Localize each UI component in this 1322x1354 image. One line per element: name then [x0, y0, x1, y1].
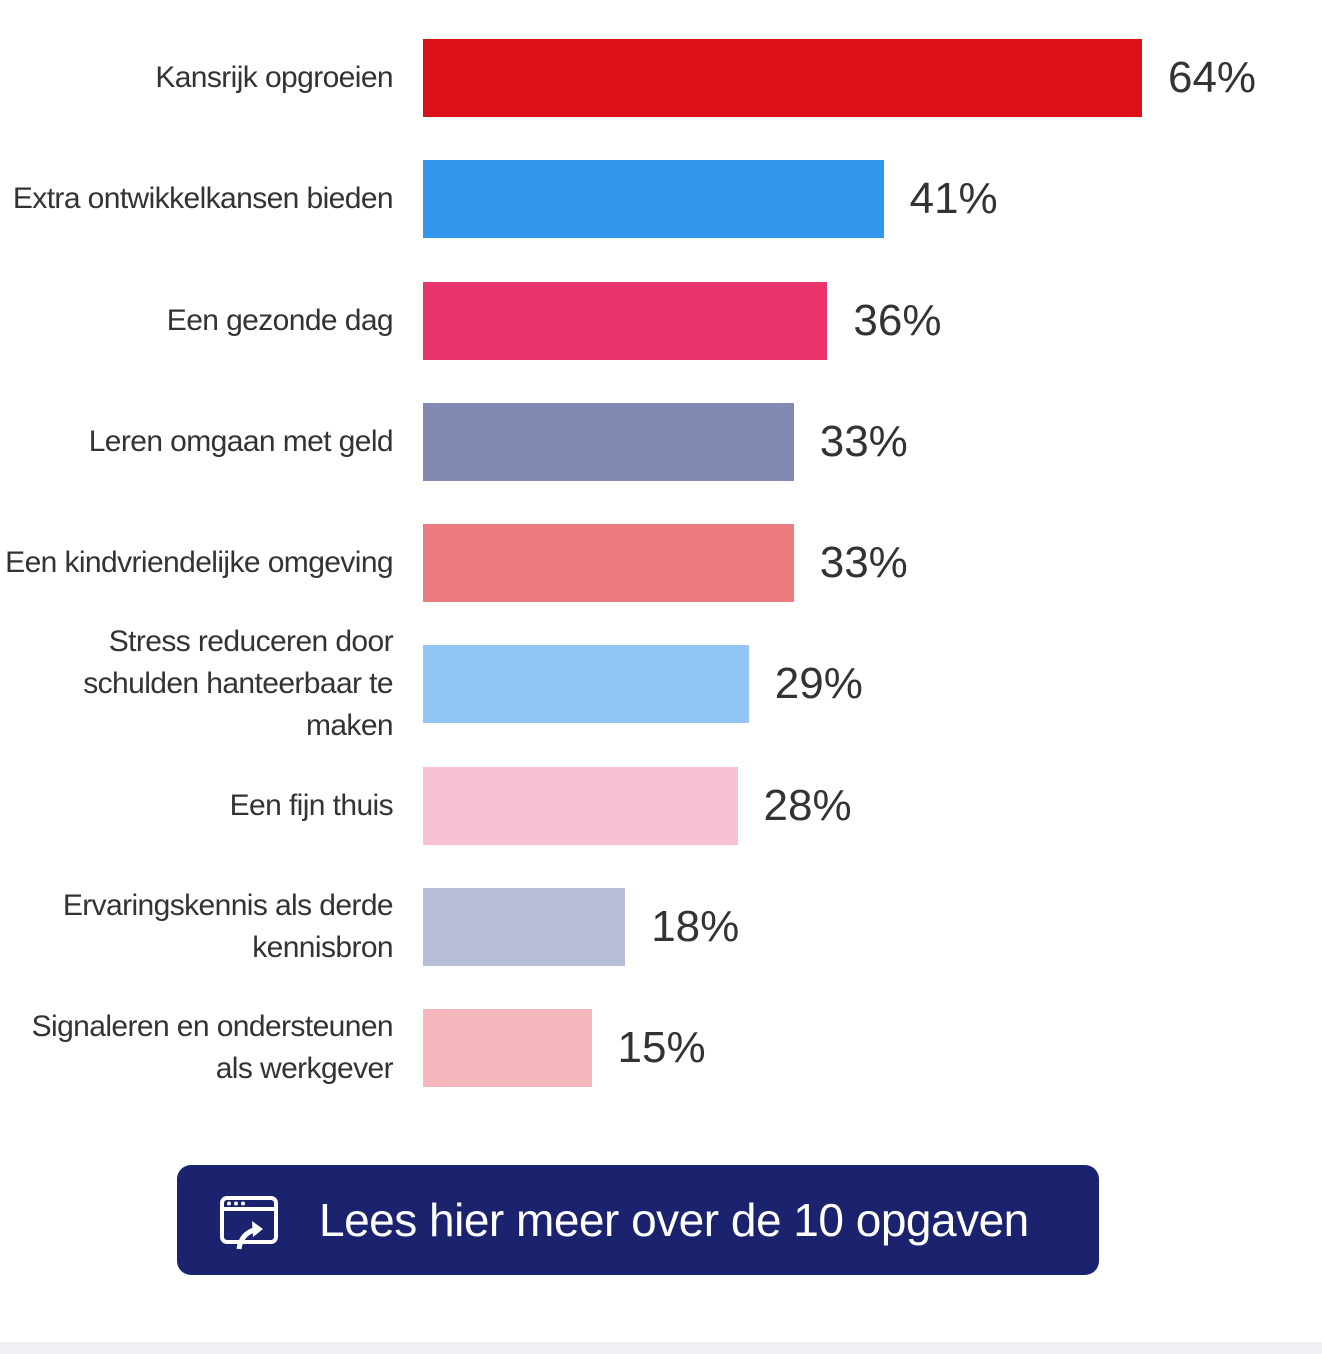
category-label: Leren omgaan met geld	[88, 424, 394, 458]
button-icon	[220, 1196, 278, 1250]
value-label: 28%	[763, 780, 852, 830]
category-label: Extra ontwikkelkansen bieden	[12, 182, 394, 216]
read-more-button[interactable]: Lees hier meer over de 10 opgaven	[177, 1165, 1099, 1275]
footer-strip	[0, 1342, 1322, 1354]
category-label: Ervaringskennis als derde kennisbron	[62, 888, 394, 964]
value-label: 29%	[774, 659, 863, 709]
value-label: 64%	[1167, 53, 1257, 102]
value-label: 33%	[819, 416, 908, 466]
value-label: 33%	[819, 538, 908, 587]
bar	[423, 402, 794, 481]
bar	[423, 887, 626, 966]
value-label: 41%	[909, 174, 998, 224]
category-label: Kansrijk opgroeien	[155, 61, 393, 94]
category-label: Signaleren en ondersteunen als werkgever	[31, 1010, 394, 1085]
bar	[423, 766, 738, 845]
value-label: 15%	[617, 1023, 706, 1072]
category-label: Stress reduceren door schulden hanteerba…	[83, 625, 393, 743]
bar	[423, 524, 794, 602]
bar	[423, 281, 828, 360]
bar	[423, 645, 749, 724]
value-label: 36%	[853, 295, 942, 345]
category-label: Een kindvriendelijke omgeving	[5, 546, 393, 579]
bar	[423, 39, 1142, 117]
bar	[423, 160, 884, 239]
bar	[423, 1009, 592, 1087]
value-label: 18%	[651, 901, 740, 951]
button-label: Lees hier meer over de 10 opgaven	[319, 1194, 1029, 1246]
category-label: Een gezonde dag	[166, 303, 394, 337]
category-label: Een fijn thuis	[229, 788, 394, 822]
